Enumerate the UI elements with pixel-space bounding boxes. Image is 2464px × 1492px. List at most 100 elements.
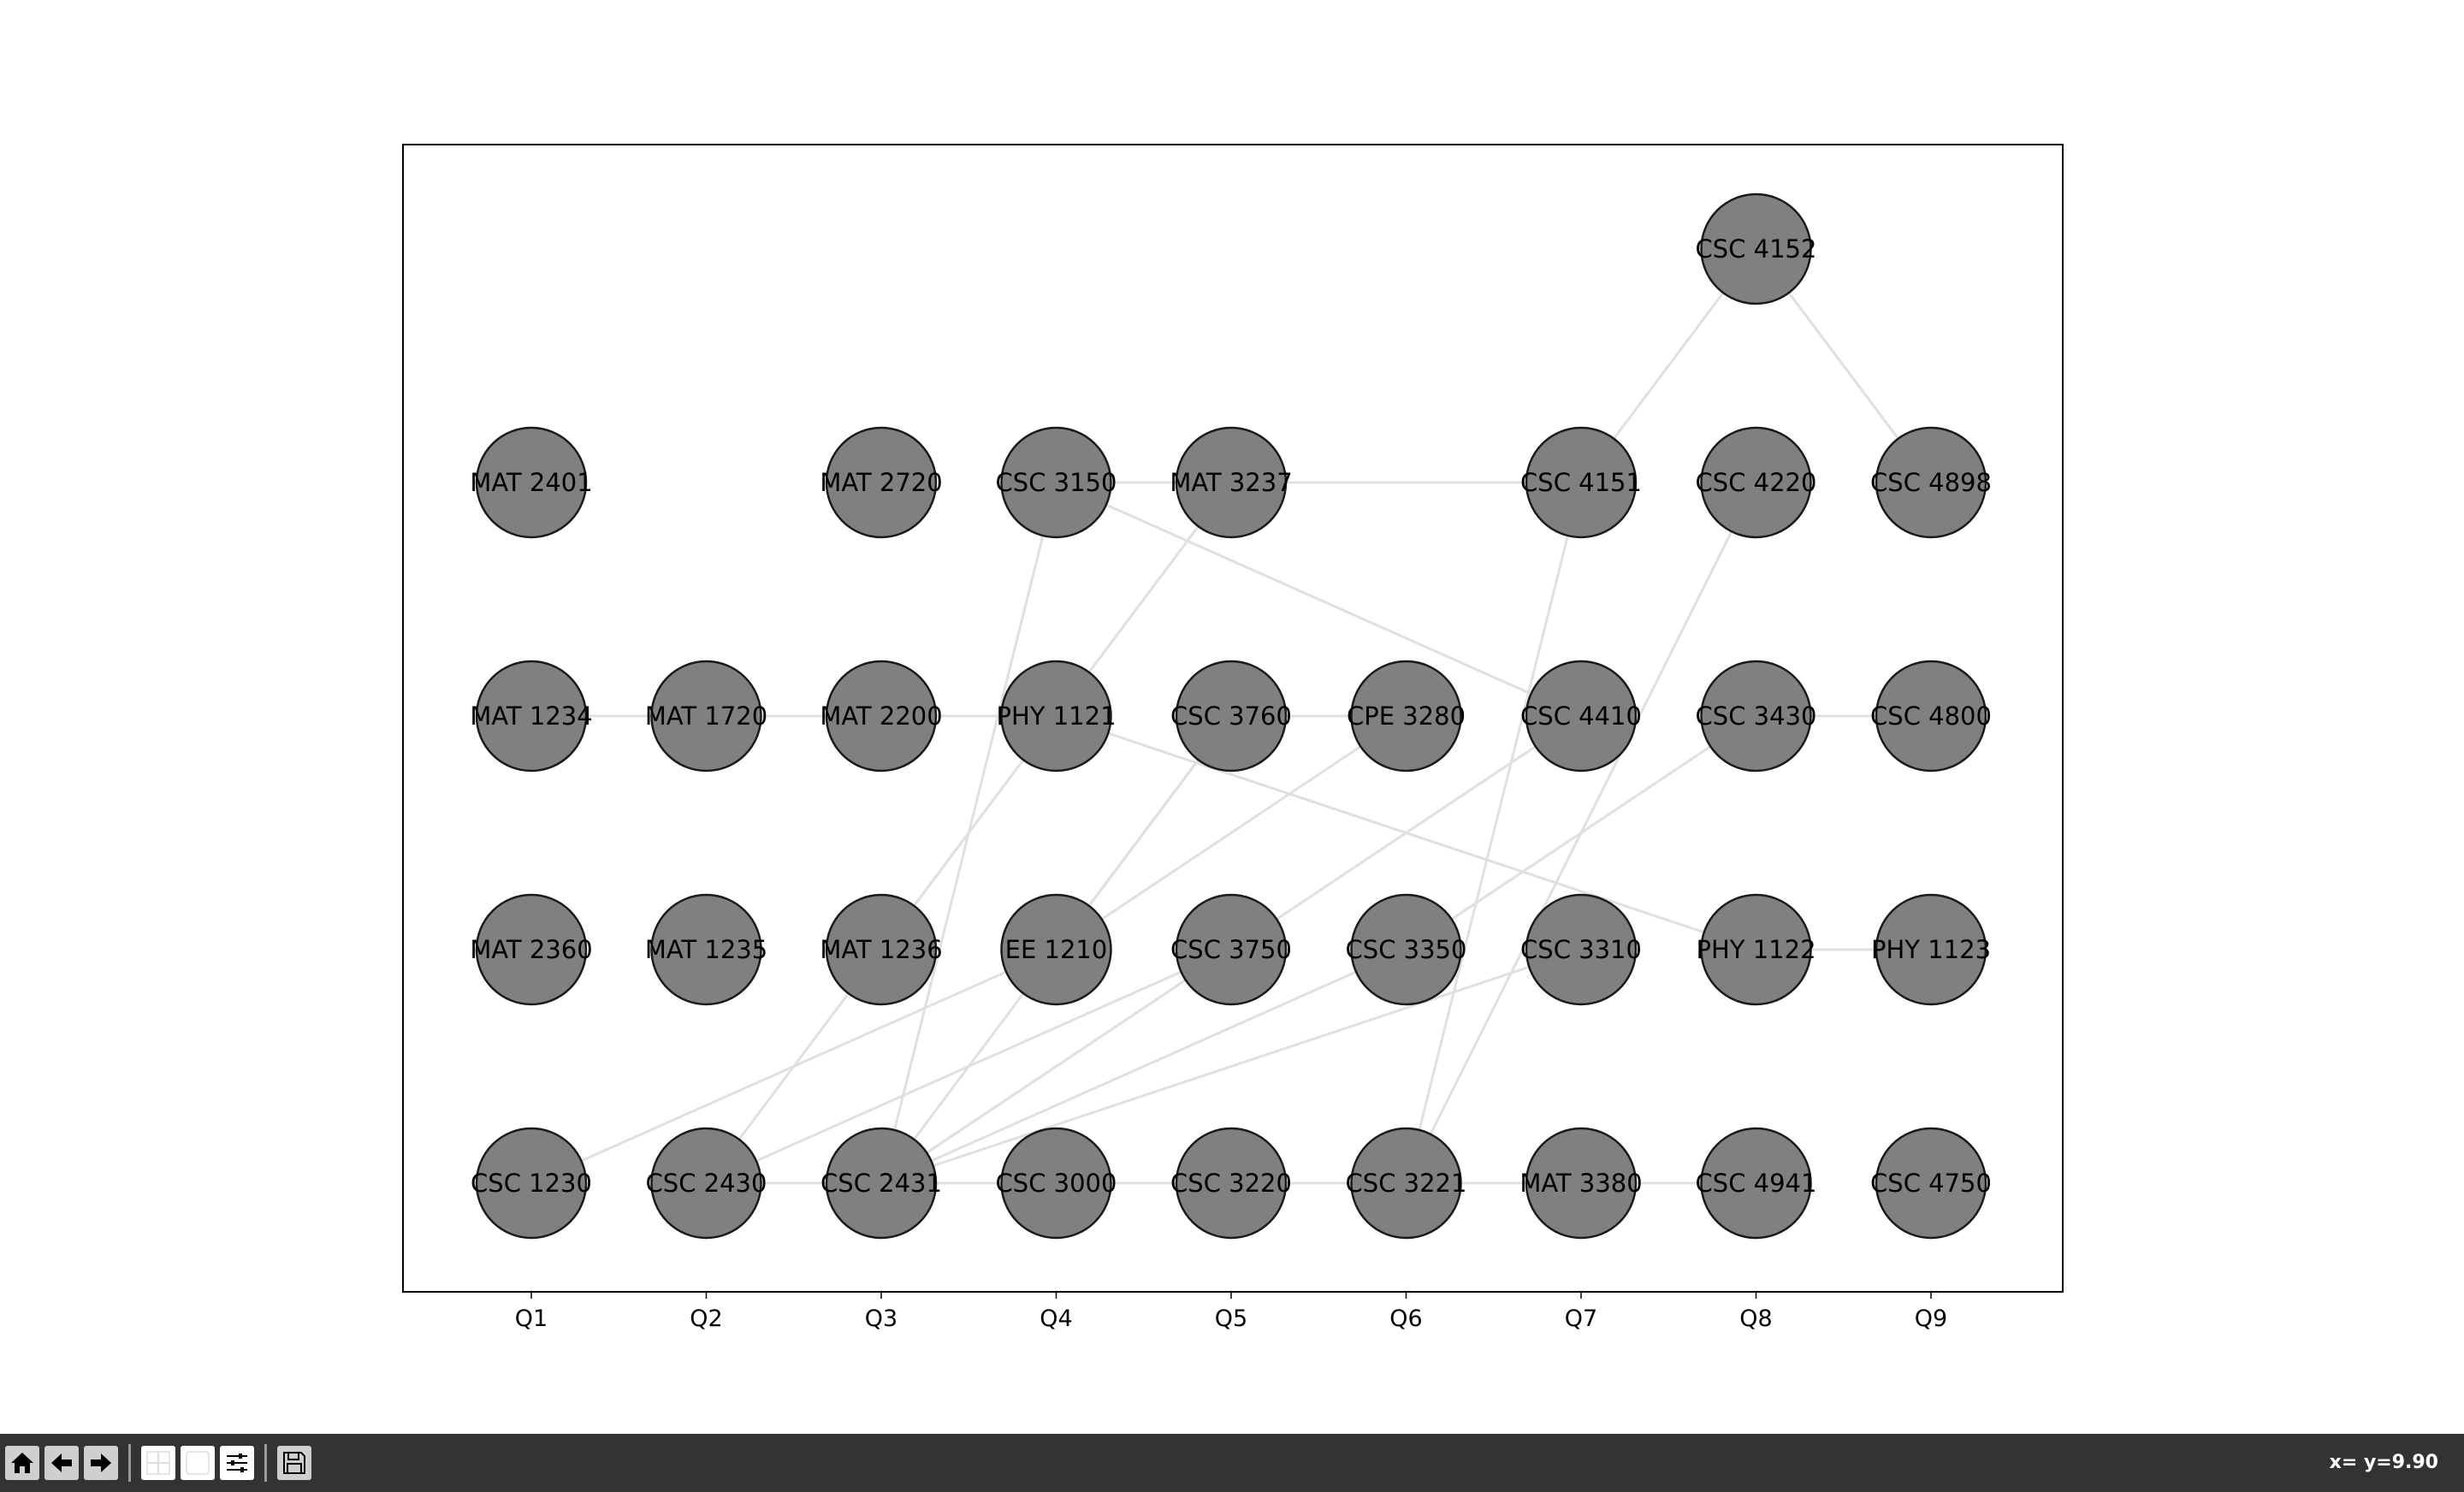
node-circle — [1875, 660, 1987, 773]
node-label: CSC 4898 — [1870, 468, 1992, 497]
graph-node: CSC 3350 — [1346, 893, 1467, 1006]
node-circle — [825, 426, 938, 539]
node-label: MAT 3237 — [1170, 468, 1292, 497]
graph-node: CSC 3750 — [1170, 893, 1292, 1006]
node-circle — [1000, 660, 1112, 773]
graph-edge — [1405, 482, 1583, 1184]
node-label: CSC 4800 — [1870, 702, 1992, 731]
node-label: EE 1210 — [1005, 935, 1108, 964]
graph-edge — [1055, 481, 1582, 718]
toolbar-separator — [264, 1444, 267, 1482]
x-tick-label: Q1 — [515, 1306, 548, 1332]
node-circle — [1525, 1127, 1638, 1240]
graph-node: PHY 1121 — [996, 660, 1116, 773]
back-button[interactable] — [44, 1446, 79, 1480]
node-label: PHY 1123 — [1871, 935, 1991, 964]
graph-edge — [530, 948, 1057, 1185]
toolbar-separator — [128, 1444, 131, 1482]
node-label: MAT 1236 — [820, 935, 942, 964]
node-circle — [1525, 660, 1638, 773]
graph-node: CSC 1230 — [471, 1127, 592, 1240]
graph-node: MAT 1236 — [820, 893, 943, 1006]
node-label: CSC 4152 — [1696, 234, 1817, 263]
node-circle — [825, 893, 938, 1006]
x-tick-label: Q4 — [1040, 1306, 1072, 1332]
configure-subplots-icon — [227, 1454, 247, 1472]
graph-node: MAT 1720 — [645, 660, 767, 773]
graph-node: MAT 1235 — [645, 893, 767, 1006]
nodes-layer: MAT 2401 MAT 1234 MAT 2360 CSC 1230 MAT 1720… — [470, 192, 1992, 1240]
configure-subplots-button[interactable] — [220, 1446, 254, 1480]
x-tick-label: Q8 — [1739, 1306, 1772, 1332]
x-tick-label: Q3 — [865, 1306, 897, 1332]
graph-node: CSC 2430 — [646, 1127, 767, 1240]
forward-button[interactable] — [84, 1446, 118, 1480]
node-circle — [650, 893, 762, 1006]
node-label: CSC 3430 — [1696, 702, 1817, 731]
node-label: CSC 4941 — [1696, 1169, 1817, 1198]
node-label: MAT 1235 — [645, 935, 767, 964]
node-label: CSC 2431 — [820, 1169, 942, 1198]
back-arrow-icon — [51, 1454, 72, 1472]
x-tick-label: Q9 — [1915, 1306, 1947, 1332]
node-label: PHY 1121 — [996, 702, 1116, 731]
x-tick-label: Q7 — [1565, 1306, 1597, 1332]
node-circle — [475, 426, 588, 539]
node-label: CSC 3310 — [1520, 935, 1642, 964]
node-label: CPE 3280 — [1347, 702, 1466, 731]
pan-icon — [146, 1451, 170, 1475]
zoom-button[interactable] — [181, 1446, 215, 1480]
node-circle — [1700, 660, 1812, 773]
node-label: MAT 3380 — [1519, 1169, 1642, 1198]
save-button[interactable] — [277, 1446, 311, 1480]
cursor-coordinates-readout: x= y=9.90 — [2329, 1452, 2438, 1473]
node-circle — [1700, 426, 1812, 539]
graph-node: EE 1210 — [1000, 893, 1112, 1006]
node-circle — [475, 1127, 588, 1240]
graph-node: CSC 3760 — [1170, 660, 1292, 773]
graph-node: CSC 4220 — [1696, 426, 1816, 539]
node-circle — [1700, 1127, 1812, 1240]
graph-node: CSC 3000 — [996, 1127, 1116, 1240]
axes-frame — [402, 144, 2064, 1293]
home-button[interactable] — [5, 1446, 39, 1480]
node-circle — [1000, 426, 1112, 539]
graph-node: CSC 4750 — [1870, 1127, 1992, 1240]
node-circle — [1000, 893, 1112, 1006]
graph-node: CSC 4941 — [1696, 1127, 1817, 1240]
pan-button[interactable] — [141, 1446, 175, 1480]
node-circle — [1000, 1127, 1112, 1240]
graph-node: MAT 3380 — [1519, 1127, 1643, 1240]
graph-node: PHY 1123 — [1871, 893, 1991, 1006]
node-label: MAT 2401 — [470, 468, 592, 497]
node-label: CSC 3750 — [1170, 935, 1292, 964]
graph-edge — [880, 948, 1582, 1185]
node-circle — [825, 660, 938, 773]
node-circle — [650, 660, 762, 773]
x-ticks-layer: Q1 Q2 Q3 Q4 Q5 Q6 Q7 Q8 Q9 — [515, 1292, 1947, 1332]
node-label: MAT 2200 — [820, 702, 942, 731]
graph-node: CSC 2431 — [820, 1127, 942, 1240]
graph-node: CSC 3220 — [1170, 1127, 1292, 1240]
graph-edge — [1055, 714, 1407, 951]
graph-edge — [705, 948, 1232, 1185]
graph-node: CSC 4898 — [1870, 426, 1992, 539]
node-circle — [1875, 893, 1987, 1006]
graph-node: CSC 3310 — [1520, 893, 1642, 1006]
node-circle — [1350, 893, 1462, 1006]
graph-node: CSC 4151 — [1520, 426, 1642, 539]
node-label: CSC 3760 — [1170, 702, 1292, 731]
navigation-toolbar: x= y=9.90 — [0, 1434, 2464, 1492]
node-circle — [1175, 1127, 1288, 1240]
node-circle — [1875, 426, 1987, 539]
node-label: MAT 2720 — [820, 468, 942, 497]
graph-node: CSC 4800 — [1870, 660, 1992, 773]
node-circle — [1525, 426, 1638, 539]
graph-node: CPE 3280 — [1347, 660, 1466, 773]
node-circle — [475, 893, 588, 1006]
node-label: MAT 2360 — [470, 935, 592, 964]
graph-node: MAT 2720 — [820, 426, 943, 539]
x-tick-label: Q6 — [1389, 1306, 1422, 1332]
graph-node: MAT 2401 — [470, 426, 593, 539]
node-label: CSC 3350 — [1346, 935, 1467, 964]
